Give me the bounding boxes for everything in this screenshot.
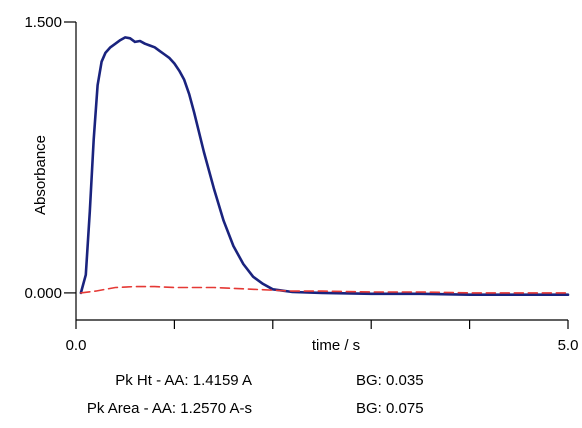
- x-tick-label: 5.0: [558, 337, 579, 354]
- stat-row-peak-area: Pk Area - AA: 1.2570 A-s BG: 0.075: [0, 400, 582, 428]
- y-tick-label: 0.000: [24, 285, 62, 302]
- peak-height-bg: BG: 0.035: [356, 372, 424, 389]
- y-axis-title: Absorbance: [32, 135, 49, 215]
- x-axis-title: time / s: [312, 337, 360, 354]
- x-tick-label: 0.0: [66, 337, 87, 354]
- absorbance-chart: 1.500 0.000 0.0 5.0 time / s Absorbance: [24, 14, 579, 354]
- peak-area-value: Pk Area - AA: 1.2570 A-s: [86, 400, 252, 417]
- series-line-0: [79, 36, 570, 297]
- y-tick-label: 1.500: [24, 14, 62, 31]
- stat-row-peak-height: Pk Ht - AA: 1.4159 A BG: 0.035: [0, 372, 582, 400]
- peak-area-bg: BG: 0.075: [356, 400, 424, 417]
- series-line-1: [80, 285, 569, 294]
- peak-stats: Pk Ht - AA: 1.4159 A BG: 0.035 Pk Area -…: [0, 372, 582, 428]
- peak-height-value: Pk Ht - AA: 1.4159 A: [115, 372, 252, 389]
